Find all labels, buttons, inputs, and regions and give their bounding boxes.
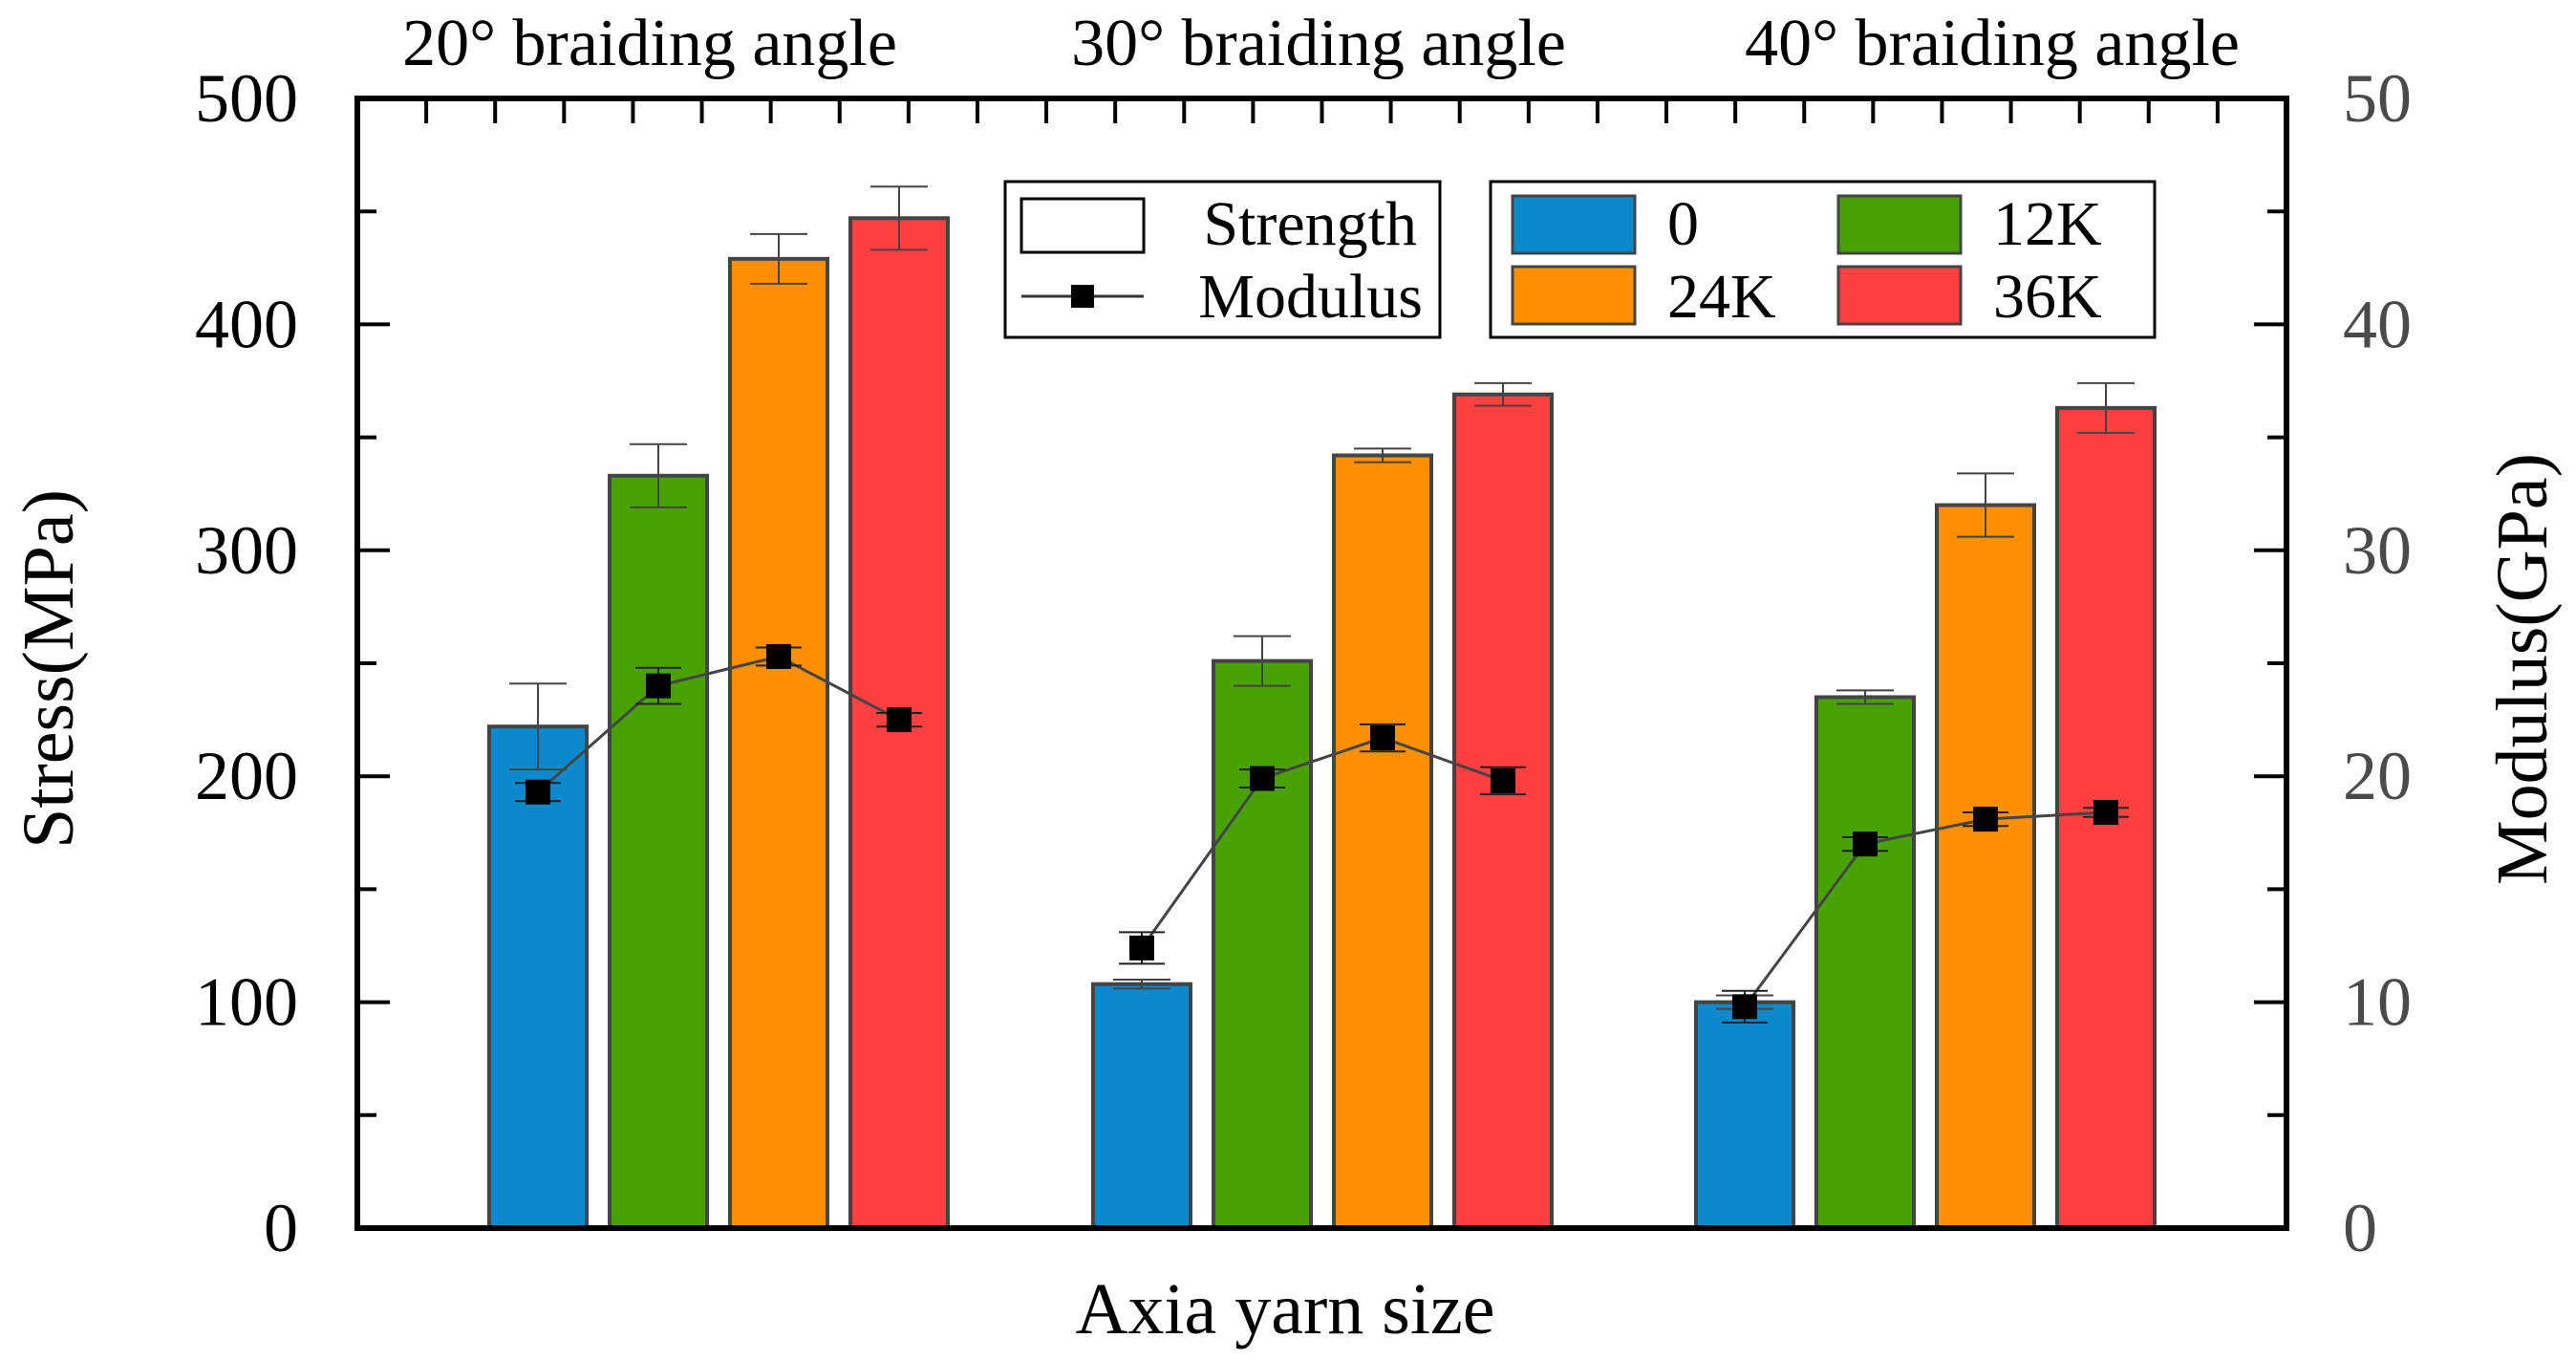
bar-g2-36k (1452, 392, 1554, 1230)
y-axis-label-left: Stress(MPa) (9, 489, 89, 849)
right-tick-label-30: 30 (2343, 512, 2412, 589)
bar-g3-0 (1694, 1000, 1795, 1230)
modulus-point-g3-24k (1973, 807, 1998, 832)
modulus-point-g2-0 (1129, 935, 1154, 961)
legend-label-12k: 12K (1993, 189, 2102, 259)
modulus-line-group-3 (1743, 810, 2107, 1008)
group-label-30: 30° braiding angle (1071, 7, 1566, 80)
bar-g1-0 (487, 724, 589, 1230)
modulus-line-group-1 (537, 655, 900, 793)
left-tick-label-400: 400 (195, 286, 298, 362)
legend-type: Strength Modulus (1003, 180, 1442, 339)
right-tick-label-20: 20 (2343, 738, 2412, 814)
legend-label-36k: 36K (1993, 262, 2102, 332)
bar-g2-24k (1332, 453, 1433, 1230)
modulus-line-group-2 (1140, 736, 1504, 949)
modulus-point-g2-36k (1491, 767, 1515, 793)
error-bars-layer (509, 185, 2135, 1010)
axes-layer: 0 100 200 300 400 500 0 10 20 30 40 50 (195, 60, 2412, 1266)
right-tick-label-40: 40 (2343, 286, 2412, 362)
y-axis-label-right: Modulus(GPa) (2482, 453, 2563, 885)
legend-strength-label: Strength (1203, 189, 1417, 259)
bar-g1-24k (728, 256, 829, 1230)
legend-swatch-12k (1836, 194, 1963, 255)
legend-swatch-36k (1836, 265, 1963, 326)
modulus-point-g2-12k (1250, 766, 1275, 791)
right-tick-label-50: 50 (2343, 60, 2412, 137)
modulus-point-g1-24k (766, 643, 791, 669)
legend-size: 0 12K 24K 36K (1489, 180, 2157, 339)
legend-swatch-0 (1511, 194, 1637, 255)
left-tick-label-200: 200 (195, 738, 298, 814)
x-axis-label: Axia yarn size (1076, 1269, 1495, 1349)
modulus-point-g2-24k (1370, 725, 1395, 751)
left-tick-label-300: 300 (195, 512, 298, 589)
modulus-point-g3-12k (1853, 831, 1878, 857)
modulus-point-g3-36k (2093, 800, 2118, 826)
legend-swatch-24k (1511, 265, 1637, 326)
modulus-point-g1-0 (526, 779, 550, 805)
bar-g1-12k (608, 473, 709, 1230)
group-labels: 20° braiding angle 30° braiding angle 40… (402, 7, 2240, 80)
bar-g3-12k (1814, 695, 1916, 1230)
group-label-40: 40° braiding angle (1745, 7, 2240, 80)
modulus-point-g1-12k (646, 673, 671, 699)
legend-label-24k: 24K (1667, 262, 1776, 332)
legend-modulus-marker (1071, 285, 1094, 308)
bar-g3-24k (1935, 503, 2036, 1230)
bar-g2-0 (1091, 982, 1192, 1230)
legend-modulus-label: Modulus (1198, 262, 1423, 332)
legend-strength-swatch (1020, 197, 1146, 254)
left-tick-label-500: 500 (195, 60, 298, 137)
modulus-point-g3-0 (1732, 994, 1757, 1020)
right-tick-label-10: 10 (2343, 964, 2412, 1041)
legend-label-0: 0 (1667, 189, 1699, 259)
modulus-line-layer (515, 643, 2129, 1024)
bars-layer (487, 216, 2157, 1231)
left-tick-label-0: 0 (264, 1190, 298, 1266)
group-label-20: 20° braiding angle (402, 7, 897, 80)
right-tick-label-0: 0 (2343, 1190, 2377, 1266)
modulus-point-g1-36k (887, 707, 912, 733)
left-tick-label-100: 100 (195, 964, 298, 1041)
bar-g2-12k (1212, 658, 1313, 1230)
